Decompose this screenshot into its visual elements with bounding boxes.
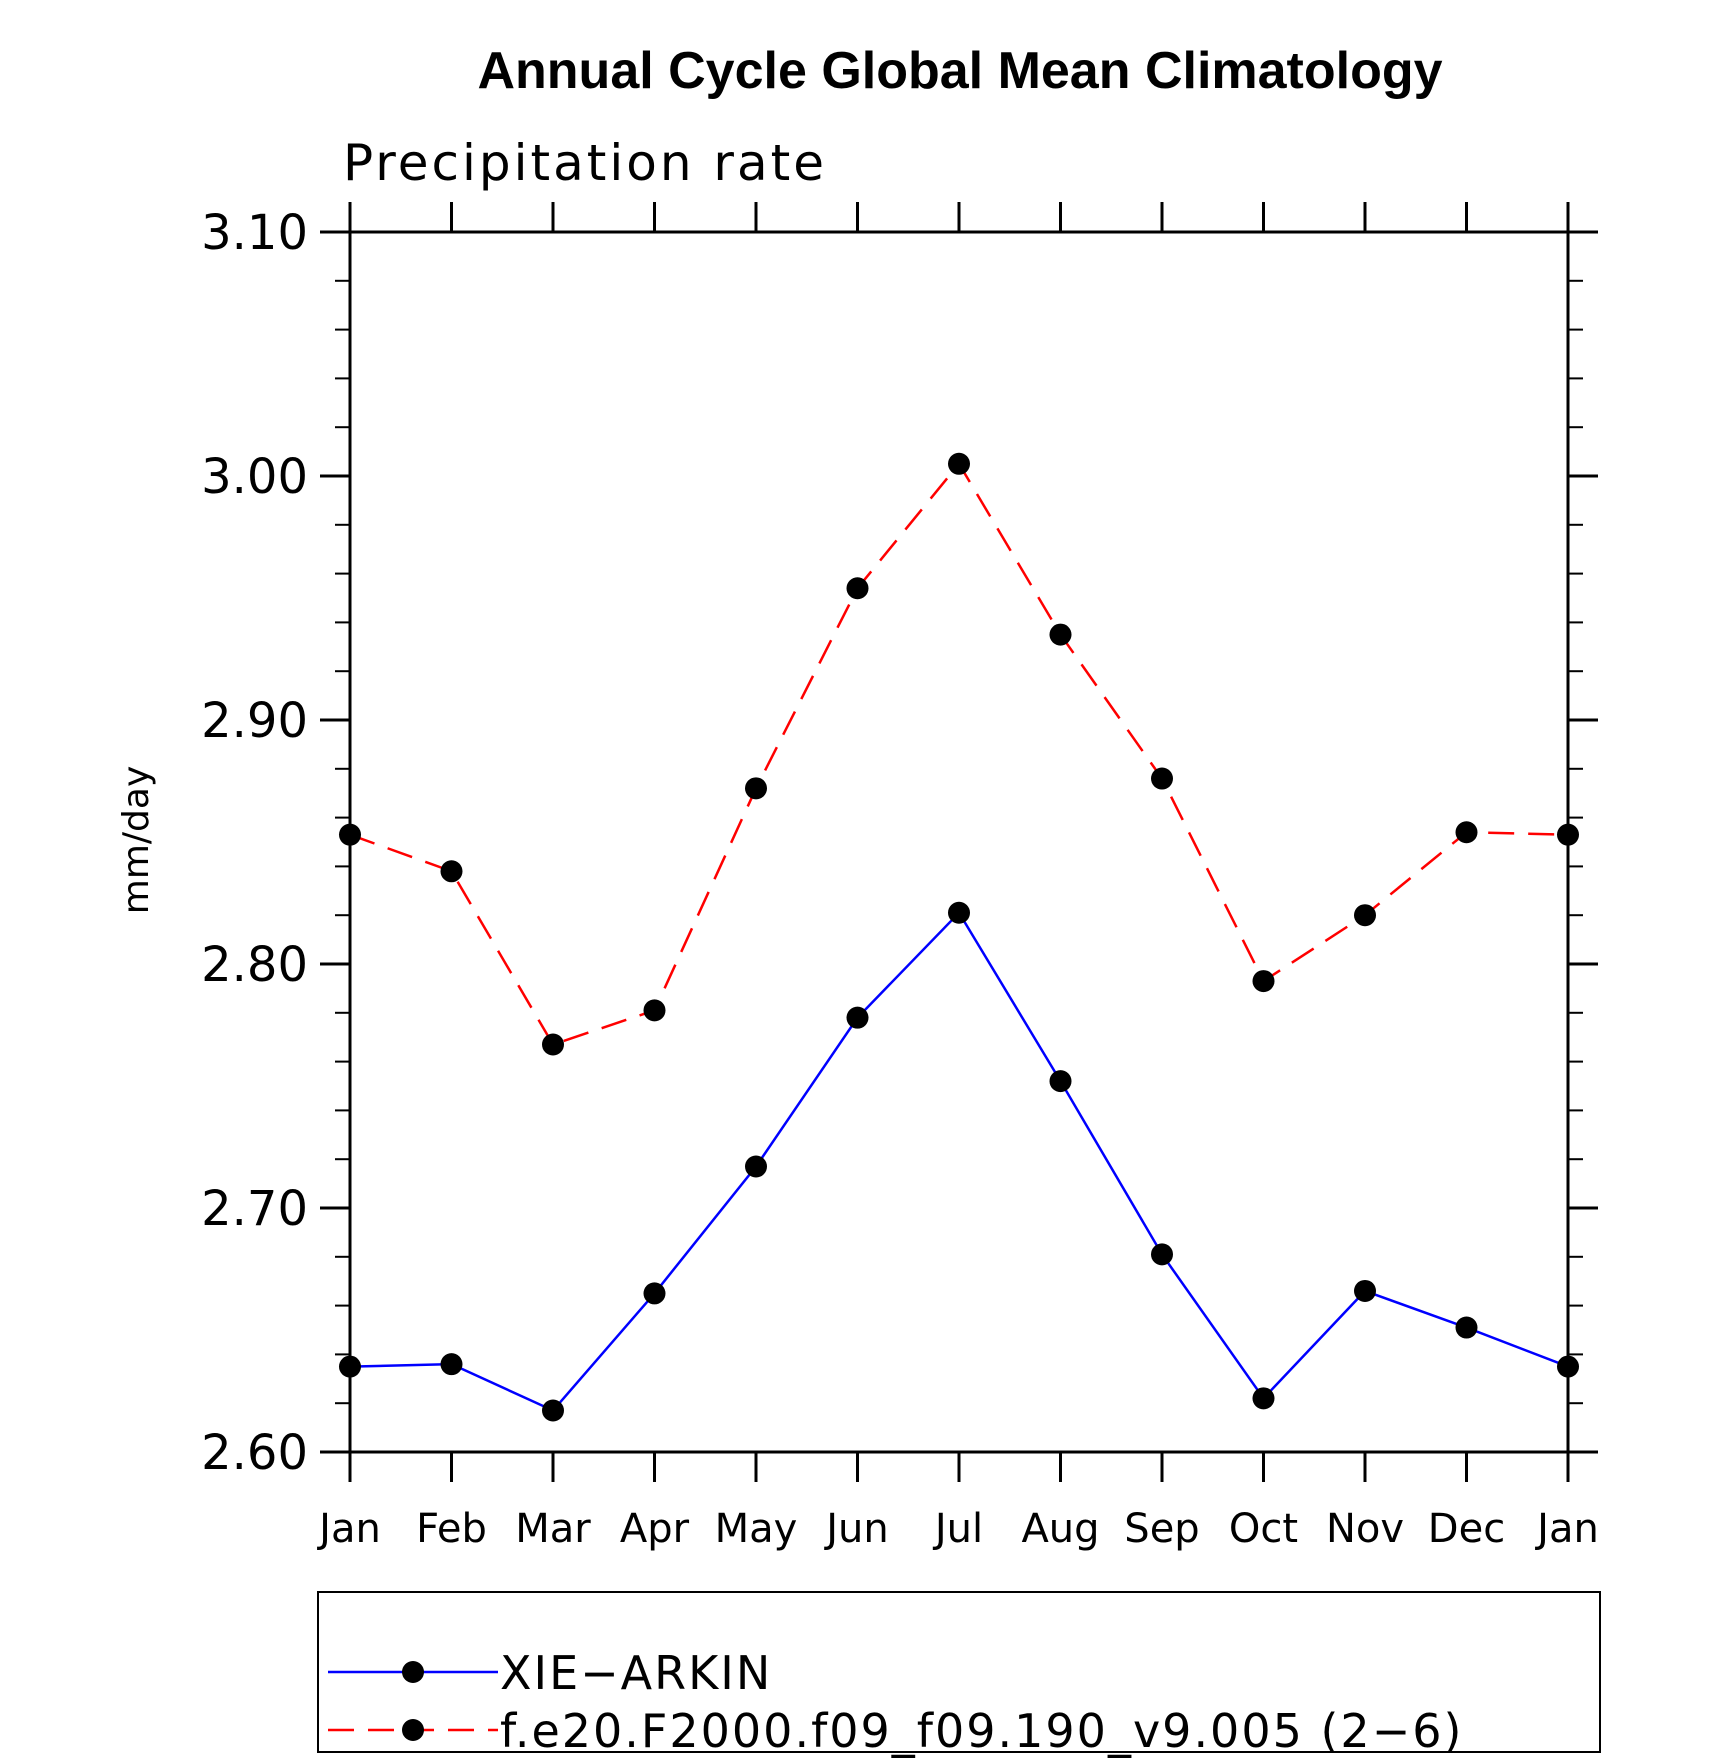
series-line-1	[349, 461, 1569, 1047]
data-point	[1049, 1070, 1072, 1093]
data-point	[542, 1033, 564, 1056]
data-point	[1557, 823, 1579, 846]
data-point	[1455, 1316, 1478, 1339]
y-axis-label: mm/day	[116, 766, 157, 914]
series-layer	[339, 452, 1579, 1422]
data-point	[1557, 1355, 1579, 1378]
plot-frame	[348, 230, 1570, 1454]
data-point	[1354, 904, 1376, 927]
x-tick-label: Mar	[515, 1506, 591, 1552]
legend-marker	[402, 1661, 424, 1683]
y-tick-label: 3.00	[201, 449, 308, 505]
y-tick-label: 2.60	[201, 1425, 308, 1481]
data-point	[745, 777, 767, 800]
x-tick-label: Oct	[1229, 1506, 1298, 1552]
x-tick-label: Sep	[1124, 1506, 1199, 1552]
data-point	[339, 823, 361, 846]
x-axis: Jan Feb Mar Apr May Jun Jul Aug Sep Oct Nov Dec Jan	[316, 202, 1599, 1552]
legend-box	[317, 1591, 1601, 1753]
data-point	[1252, 970, 1275, 993]
x-tick-label: Jan	[316, 1506, 381, 1552]
x-tick-label: Feb	[416, 1506, 487, 1552]
y-axis: 2.60 2.70 2.80 2.90 3.00 3.10	[201, 205, 1598, 1481]
x-tick-label: May	[715, 1506, 798, 1552]
data-point	[1354, 1279, 1376, 1302]
chart-title: Annual Cycle Global Mean Climatology	[477, 42, 1442, 100]
y-tick-label: 2.80	[201, 937, 308, 993]
data-point	[1151, 767, 1173, 790]
legend-label: f.e20.F2000.f09_f09.190_v9.005 (2−6)	[500, 1704, 1463, 1758]
data-point	[1049, 623, 1072, 646]
data-point	[846, 577, 869, 600]
data-point	[1455, 821, 1478, 844]
x-tick-label: Jan	[1534, 1506, 1599, 1552]
data-point	[643, 1282, 666, 1305]
x-tick-label: Jun	[823, 1506, 889, 1552]
data-point	[846, 1006, 869, 1029]
y-tick-label: 2.90	[201, 693, 308, 749]
series-line-0	[349, 910, 1569, 1413]
x-tick-label: Aug	[1021, 1506, 1099, 1552]
legend-label: XIE−ARKIN	[500, 1646, 772, 1700]
data-point	[643, 999, 666, 1022]
data-point	[1252, 1387, 1275, 1410]
data-point	[745, 1155, 767, 1178]
x-tick-label: Apr	[620, 1506, 690, 1552]
y-tick-label: 2.70	[201, 1181, 308, 1237]
y-tick-label: 3.10	[201, 205, 308, 261]
data-point	[440, 860, 463, 883]
chart-subtitle: Precipitation rate	[343, 134, 827, 192]
x-tick-label: Jul	[932, 1506, 983, 1552]
data-point	[542, 1399, 564, 1422]
data-point	[948, 452, 970, 475]
legend-marker	[402, 1719, 424, 1741]
x-tick-label: Nov	[1326, 1506, 1404, 1552]
data-point	[1151, 1243, 1173, 1266]
data-point	[440, 1353, 463, 1376]
x-tick-label: Dec	[1428, 1506, 1505, 1552]
legend: XIE−ARKINf.e20.F2000.f09_f09.190_v9.005 …	[328, 1646, 1463, 1758]
data-point	[948, 901, 970, 924]
data-point	[339, 1355, 361, 1378]
